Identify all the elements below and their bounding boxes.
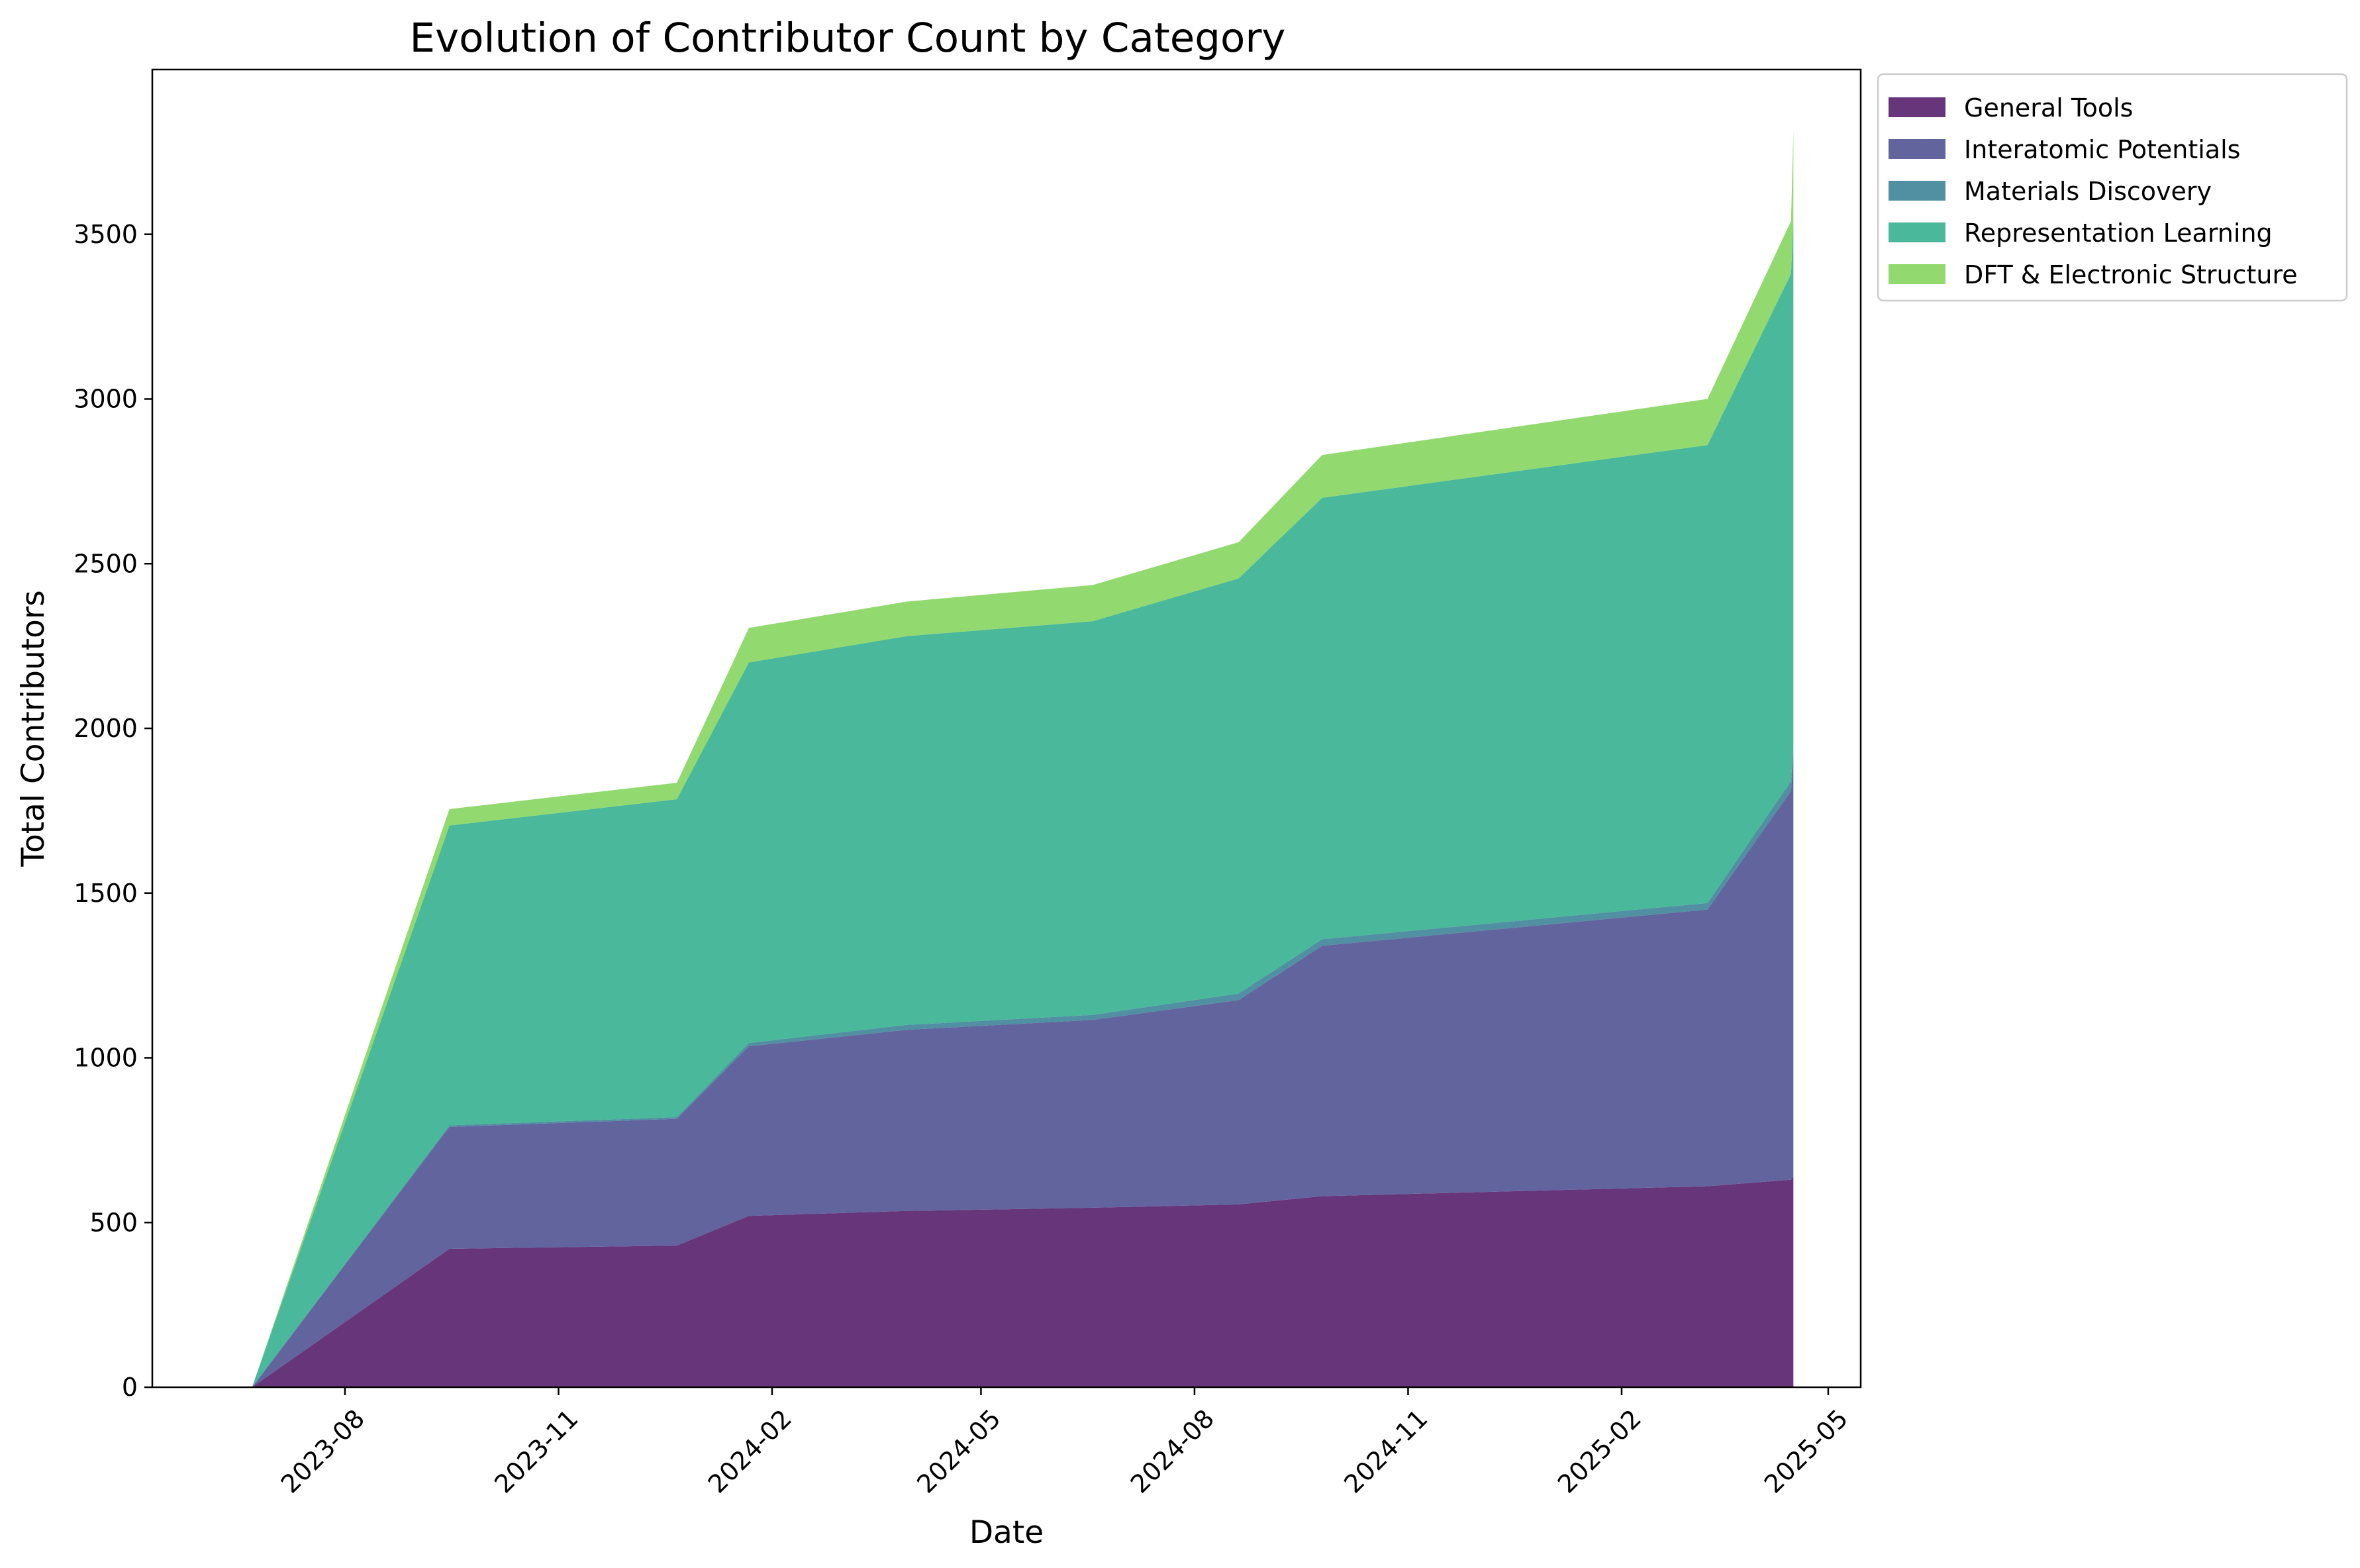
y-tick-label-4: 2000 (74, 714, 138, 743)
areas-layer (252, 130, 1794, 1387)
legend-swatch-0 (1889, 97, 1945, 117)
legend-label-4: DFT & Electronic Structure (1964, 260, 2298, 289)
y-tick-label-6: 3000 (74, 385, 138, 414)
plot-frame (151, 68, 1862, 1389)
y-tick-label-1: 500 (89, 1208, 138, 1237)
area-series-0 (252, 1176, 1794, 1387)
y-tick-label-3: 1500 (74, 879, 138, 908)
legend-box (1877, 73, 2348, 302)
legend: General Tools Interatomic Potentials Mater… (1877, 73, 2348, 302)
legend-label-1: Interatomic Potentials (1964, 135, 2240, 164)
y-axis-label: Total Contributors (15, 590, 52, 867)
chart-title: Evolution of Contributor Count by Catego… (410, 15, 1286, 62)
area-series-3 (252, 222, 1794, 1387)
legend-label-0: General Tools (1964, 93, 2133, 122)
legend-label-2: Materials Discovery (1964, 177, 2212, 206)
y-tick-label-5: 2500 (74, 549, 138, 578)
y-ticks: 0 500 1000 1500 2000 2500 3000 3500 (74, 220, 152, 1402)
y-tick-label-7: 3500 (74, 220, 138, 249)
legend-swatch-1 (1889, 139, 1945, 159)
area-series-4 (252, 130, 1794, 1387)
y-tick-label-2: 1000 (74, 1044, 138, 1073)
legend-swatch-2 (1889, 181, 1945, 201)
legend-swatch-4 (1889, 264, 1945, 284)
x-axis-label: Date (969, 1514, 1044, 1551)
area-series-1 (252, 758, 1794, 1387)
legend-swatch-3 (1889, 222, 1945, 242)
legend-label-3: Representation Learning (1964, 219, 2273, 248)
y-tick-label-0: 0 (122, 1373, 138, 1402)
